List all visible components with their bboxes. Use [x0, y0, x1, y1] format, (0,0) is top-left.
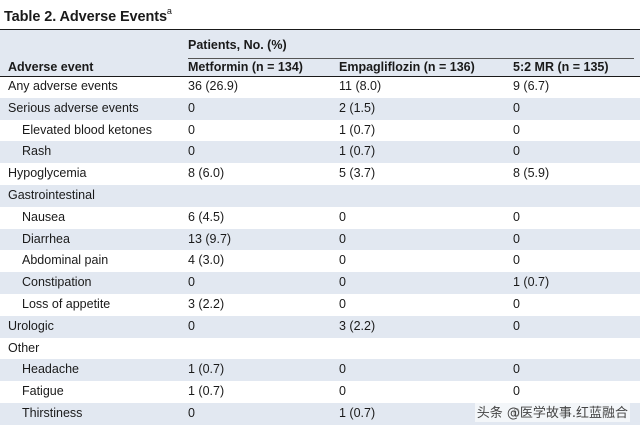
cell-empagliflozin: 3 (2.2) [339, 318, 376, 333]
table-row: Urologic 0 3 (2.2) 0 [0, 315, 640, 338]
cell-5-2-mr: 0 [513, 296, 520, 311]
column-header-empagliflozin: Empagliflozin (n = 136) [339, 60, 475, 74]
cell-5-2-mr: 8 (5.9) [513, 166, 550, 181]
row-label: Elevated blood ketones [22, 122, 152, 137]
table-row: Any adverse events 36 (26.9) 11 (8.0) 9 (6.… [0, 76, 640, 98]
table-row: Diarrhea 13 (9.7) 0 0 [0, 228, 640, 251]
cell-empagliflozin: 2 (1.5) [339, 100, 376, 115]
cell-5-2-mr: 1 (0.7) [513, 275, 550, 290]
table-row: Headache 1 (0.7) 0 0 [0, 359, 640, 382]
cell-5-2-mr: 0 [513, 384, 520, 399]
row-label: Other [8, 340, 40, 355]
table-row: Serious adverse events 0 2 (1.5) 0 [0, 97, 640, 120]
cell-5-2-mr: 0 [513, 209, 520, 224]
row-label: Constipation [22, 275, 92, 290]
footnote-marker: a [166, 6, 172, 16]
cell-5-2-mr: 0 [513, 144, 520, 159]
cell-5-2-mr: 0 [513, 100, 520, 115]
cell-empagliflozin: 5 (3.7) [339, 166, 376, 181]
cell-metformin: 3 (2.2) [188, 296, 225, 311]
cell-metformin: 0 [188, 100, 195, 115]
cell-5-2-mr: 0 [513, 362, 520, 377]
cell-5-2-mr: 0 [513, 231, 520, 246]
cell-metformin: 8 (6.0) [188, 166, 225, 181]
cell-empagliflozin: 0 [339, 231, 346, 246]
cell-empagliflozin: 1 (0.7) [339, 144, 376, 159]
cell-metformin: 1 (0.7) [188, 362, 225, 377]
table-row: Nausea 6 (4.5) 0 0 [0, 207, 640, 229]
table-row: Other [0, 338, 640, 360]
table-row: Elevated blood ketones 0 1 (0.7) 0 [0, 120, 640, 142]
table-row: Hypoglycemia 8 (6.0) 5 (3.7) 8 (5.9) [0, 163, 640, 185]
cell-empagliflozin: 1 (0.7) [339, 122, 376, 137]
cell-5-2-mr: 0 [513, 122, 520, 137]
cell-metformin: 6 (4.5) [188, 209, 225, 224]
table-row: Loss of appetite 3 (2.2) 0 0 [0, 294, 640, 316]
cell-empagliflozin: 0 [339, 209, 346, 224]
table-row: Constipation 0 0 1 (0.7) [0, 272, 640, 294]
column-header-adverse-event: Adverse event [8, 60, 94, 74]
table-body: Any adverse events 36 (26.9) 11 (8.0) 9 (6.… [0, 76, 640, 425]
cell-empagliflozin: 0 [339, 275, 346, 290]
watermark: 头条 @医学故事.红蓝融合 [474, 401, 630, 422]
row-label: Fatigue [22, 384, 64, 399]
row-label: Hypoglycemia [8, 166, 87, 181]
cell-5-2-mr: 0 [513, 318, 520, 333]
row-label: Nausea [22, 209, 66, 224]
row-label: Urologic [8, 318, 54, 333]
row-label: Any adverse events [8, 79, 118, 93]
cell-5-2-mr: 0 [513, 253, 520, 268]
row-label: Diarrhea [22, 231, 70, 246]
table-row: Gastrointestinal [0, 184, 640, 207]
table-row: Rash 0 1 (0.7) 0 [0, 141, 640, 164]
row-label: Serious adverse events [8, 100, 139, 115]
column-group-rule [188, 58, 634, 59]
cell-metformin: 4 (3.0) [188, 253, 225, 268]
column-group-label: Patients, No. (%) [188, 38, 287, 52]
cell-5-2-mr: 9 (6.7) [513, 79, 550, 93]
cell-metformin: 36 (26.9) [188, 79, 239, 93]
row-label: Abdominal pain [22, 253, 109, 268]
cell-metformin: 0 [188, 318, 195, 333]
cell-empagliflozin: 11 (8.0) [339, 79, 382, 93]
row-label: Rash [22, 144, 52, 159]
cell-empagliflozin: 0 [339, 296, 346, 311]
table-row: Abdominal pain 4 (3.0) 0 0 [0, 250, 640, 272]
table-header: Patients, No. (%) Adverse event Metformi… [0, 30, 640, 77]
column-header-metformin: Metformin (n = 134) [188, 60, 303, 74]
cell-metformin: 0 [188, 122, 195, 137]
column-header-5-2-mr: 5:2 MR (n = 135) [513, 60, 609, 74]
cell-metformin: 0 [188, 144, 195, 159]
table-title: Table 2. Adverse Eventsa [4, 6, 172, 25]
row-label: Loss of appetite [22, 296, 111, 311]
cell-metformin: 0 [188, 405, 195, 420]
cell-empagliflozin: 1 (0.7) [339, 405, 376, 420]
table-title-text: Table 2. Adverse Events [4, 8, 167, 25]
cell-metformin: 13 (9.7) [188, 231, 232, 246]
table-row: Fatigue 1 (0.7) 0 0 [0, 381, 640, 403]
row-label: Headache [22, 362, 79, 377]
cell-metformin: 1 (0.7) [188, 384, 225, 399]
cell-empagliflozin: 0 [339, 362, 346, 377]
title-bar: Table 2. Adverse Eventsa [0, 4, 640, 30]
row-label: Thirstiness [22, 405, 83, 420]
cell-metformin: 0 [188, 275, 195, 290]
row-label: Gastrointestinal [8, 187, 95, 202]
cell-empagliflozin: 0 [339, 384, 346, 399]
cell-empagliflozin: 0 [339, 253, 346, 268]
